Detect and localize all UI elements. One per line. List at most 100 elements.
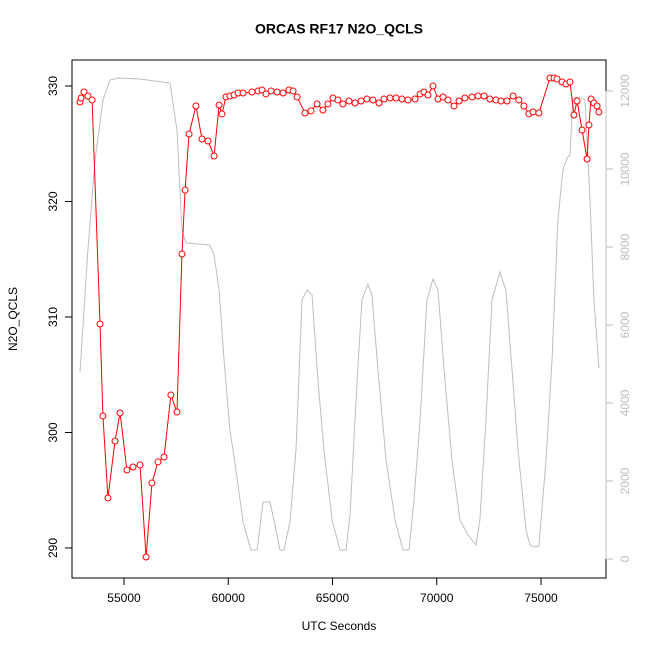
y2-tick-label: 0 [618, 555, 632, 562]
data-point [99, 412, 107, 420]
data-point [398, 95, 406, 103]
data-point [116, 409, 124, 417]
data-point [173, 408, 181, 416]
x-tick-label: 65000 [316, 591, 350, 605]
data-point [535, 109, 543, 117]
y-tick-label: 310 [46, 307, 60, 327]
y2-tick-label: 10000 [618, 152, 632, 186]
data-point [289, 87, 297, 95]
data-point [279, 89, 287, 97]
data-point [84, 92, 92, 100]
data-point [204, 137, 212, 145]
data-point [583, 155, 591, 163]
data-point [167, 391, 175, 399]
data-point [439, 93, 447, 101]
data-point [77, 94, 85, 102]
data-point [345, 97, 353, 105]
data-point [129, 463, 137, 471]
data-point [198, 135, 206, 143]
data-point [96, 320, 104, 328]
data-point [404, 96, 412, 104]
data-point [411, 95, 419, 103]
data-point [578, 126, 586, 134]
data-point [154, 458, 162, 466]
data-point [218, 110, 226, 118]
y-tick-label: 330 [46, 76, 60, 96]
data-point [468, 93, 476, 101]
data-point [160, 453, 168, 461]
data-point [386, 94, 394, 102]
data-point [262, 90, 270, 98]
data-point [566, 78, 574, 86]
x-tick-label: 60000 [212, 591, 246, 605]
data-point [210, 152, 218, 160]
data-point [375, 99, 383, 107]
x-tick-label: 75000 [524, 591, 558, 605]
y-tick-label: 320 [46, 191, 60, 211]
data-point [503, 97, 511, 105]
data-point [293, 93, 301, 101]
y-tick-label: 290 [46, 538, 60, 558]
data-point [267, 87, 275, 95]
data-point [380, 95, 388, 103]
data-point [450, 102, 458, 110]
data-point [369, 96, 377, 104]
y2-tick-label: 4000 [618, 389, 632, 416]
data-point [178, 250, 186, 258]
data-point [351, 99, 359, 107]
data-point [461, 94, 469, 102]
data-point [319, 106, 327, 114]
y2-tick-label: 6000 [618, 311, 632, 338]
chart-title: ORCAS RF17 N2O_QCLS [255, 21, 423, 37]
data-point [595, 108, 603, 116]
data-point [248, 88, 256, 96]
x-axis-label: UTC Seconds [302, 619, 377, 633]
data-point [424, 91, 432, 99]
y-tick-label: 300 [46, 422, 60, 442]
y2-tick-label: 2000 [618, 467, 632, 494]
data-point [570, 111, 578, 119]
y2-tick-label: 12000 [618, 74, 632, 108]
data-point [392, 94, 400, 102]
data-point [339, 100, 347, 108]
data-point [142, 553, 150, 561]
data-point [509, 92, 517, 100]
data-point [363, 95, 371, 103]
x-tick-label: 70000 [420, 591, 454, 605]
data-point [88, 96, 96, 104]
data-point [334, 96, 342, 104]
data-point [515, 96, 523, 104]
data-point [123, 466, 131, 474]
data-point [455, 97, 463, 105]
data-point [480, 92, 488, 100]
data-point [80, 88, 88, 96]
data-point [307, 107, 315, 115]
data-point [585, 121, 593, 129]
data-point [444, 96, 452, 104]
series-line [79, 77, 600, 551]
data-point [474, 92, 482, 100]
data-point [324, 100, 332, 108]
data-point [553, 75, 561, 83]
data-point [148, 479, 156, 487]
y-axis-label: N2O_QCLS [6, 287, 20, 351]
data-point [520, 102, 528, 110]
data-point [111, 437, 119, 445]
y2-tick-label: 8000 [618, 233, 632, 260]
data-point [215, 101, 223, 109]
data-point [192, 102, 200, 110]
data-point [357, 97, 365, 105]
data-point [185, 130, 193, 138]
data-point [301, 109, 309, 117]
data-point [104, 494, 112, 502]
data-point [497, 97, 505, 105]
data-point [273, 88, 281, 96]
data-point [573, 97, 581, 105]
data-point [529, 108, 537, 116]
data-point [136, 461, 144, 469]
data-point [239, 89, 247, 97]
data-point [181, 186, 189, 194]
data-point [486, 95, 494, 103]
data-point [313, 100, 321, 108]
